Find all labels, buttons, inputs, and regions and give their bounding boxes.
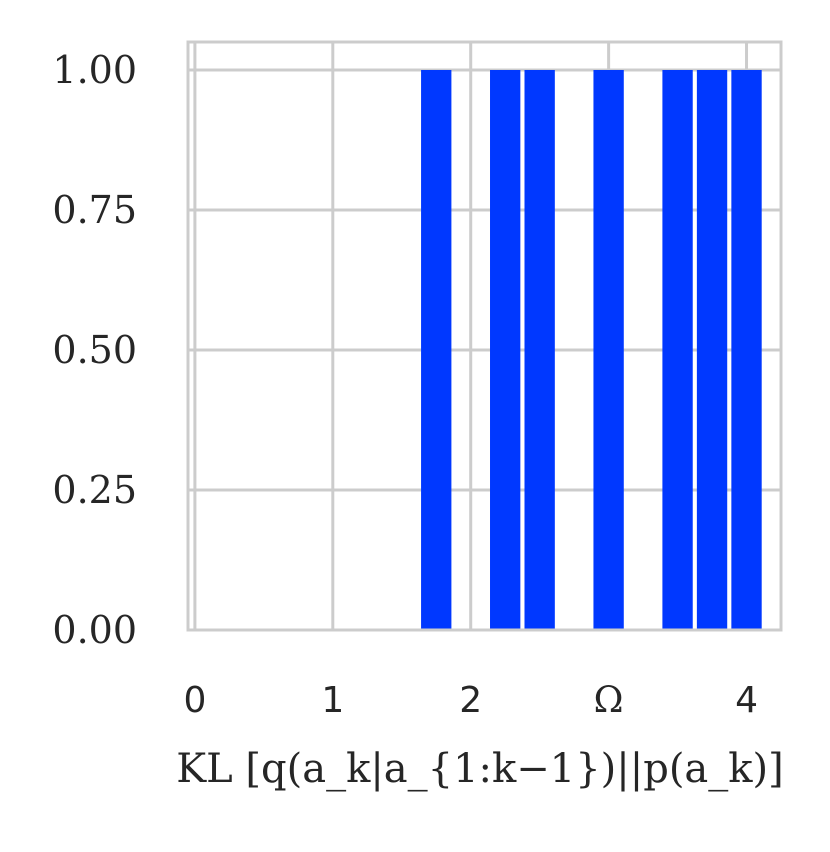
bar-2 xyxy=(524,70,555,630)
bar-1 xyxy=(490,70,521,630)
y-tick-labels: 0.00 0.25 0.50 0.75 1.00 xyxy=(52,48,137,652)
bar-5 xyxy=(696,70,728,630)
y-tick-label-3: 0.75 xyxy=(52,188,137,232)
bar-4 xyxy=(662,70,693,630)
y-tick-label-0: 0.00 xyxy=(52,608,137,652)
x-tick-label-1: 1 xyxy=(321,680,344,721)
y-tick-label-2: 0.50 xyxy=(52,328,137,372)
bar-0 xyxy=(421,70,452,630)
y-tick-label-4: 1.00 xyxy=(52,48,137,92)
y-tick-label-1: 0.25 xyxy=(52,468,137,512)
x-tick-label-0: 0 xyxy=(183,680,206,721)
x-tick-label-4: 4 xyxy=(735,680,758,721)
bar-6 xyxy=(731,70,762,630)
bar-3 xyxy=(593,70,624,630)
axes-frame xyxy=(186,40,783,632)
x-tick-labels: 0 1 2 Ω 4 xyxy=(183,680,758,721)
x-tick-label-3: Ω xyxy=(594,680,624,721)
x-axis-label: KL [q(a_k|a_{1:k−1})||p(a_k)] xyxy=(176,746,783,792)
bars xyxy=(421,70,762,630)
x-tick-label-2: 2 xyxy=(459,680,482,721)
